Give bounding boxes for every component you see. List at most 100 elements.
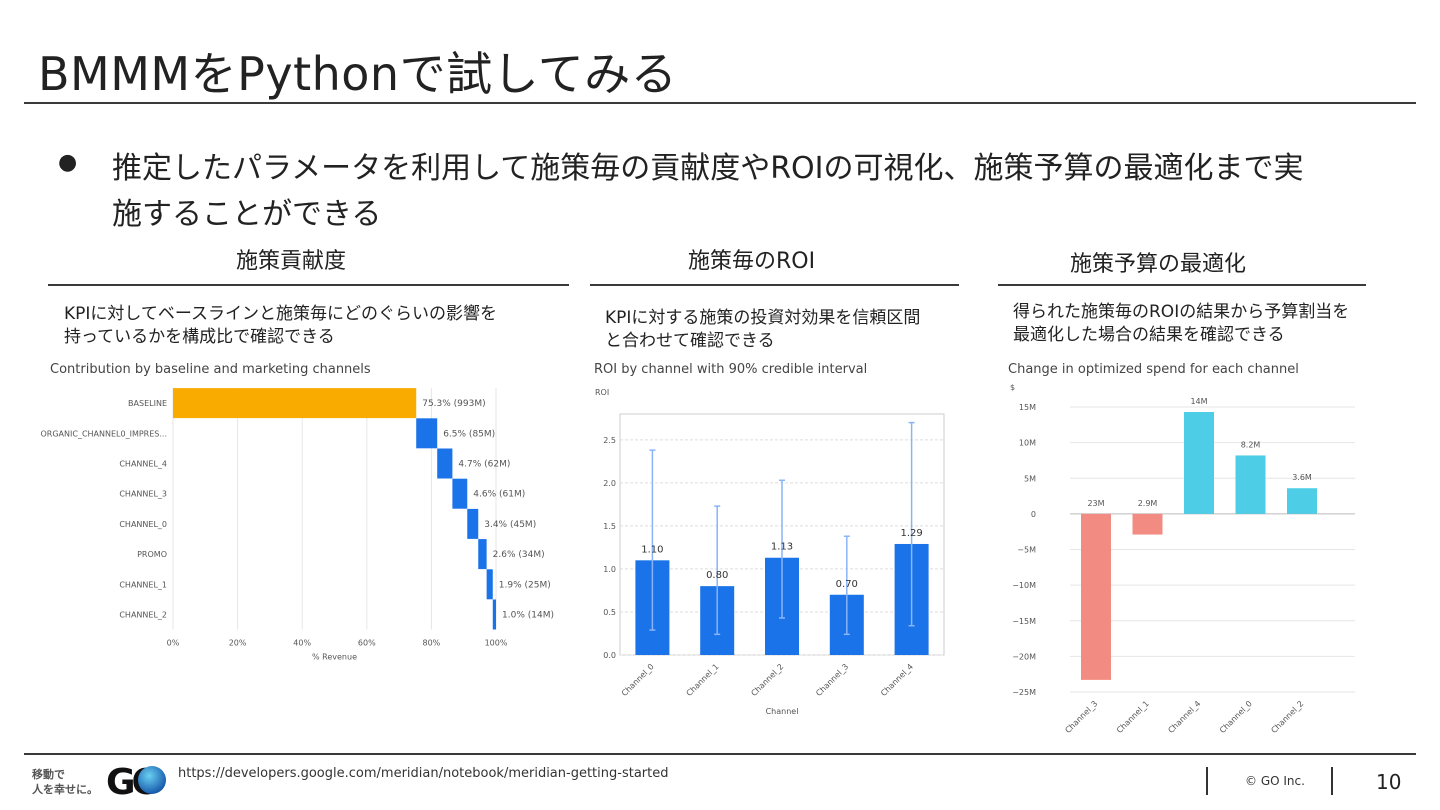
y-tick-label: 0 xyxy=(1031,510,1036,519)
bullet-marker: ● xyxy=(58,150,78,175)
data-label: 6.5% (85M) xyxy=(443,429,495,439)
contribution-bar xyxy=(467,508,479,539)
bullet-line-2: 施することができる xyxy=(112,197,382,232)
category-label: CHANNEL_4 xyxy=(119,460,167,469)
section-desc-contribution: KPIに対してベースラインと施策毎にどのぐらいの影響を 持っているかを構成比で確… xyxy=(64,303,497,349)
section-divider-1 xyxy=(48,284,569,286)
contribution-bar xyxy=(478,539,487,570)
contribution-bar xyxy=(486,569,493,600)
section-divider-3 xyxy=(998,284,1366,286)
spend-change-bar xyxy=(1287,488,1317,514)
x-tick-label: 60% xyxy=(358,639,376,648)
category-label: CHANNEL_3 xyxy=(119,490,167,499)
desc-line: 持っているかを構成比で確認できる xyxy=(64,327,335,347)
contribution-bar xyxy=(437,448,453,479)
desc-line: KPIに対する施策の投資対効果を信頼区間 xyxy=(605,308,921,328)
y-tick-label: 1.0 xyxy=(603,565,616,574)
x-tick-label: 80% xyxy=(423,639,441,648)
y-axis-label: $ xyxy=(1010,383,1015,392)
y-tick-label: 2.0 xyxy=(603,479,616,488)
contribution-bar xyxy=(173,388,417,419)
footer-separator xyxy=(1331,767,1333,795)
contribution-bar xyxy=(492,599,496,630)
desc-line: 最適化した場合の結果を確認できる xyxy=(1013,325,1285,345)
data-label: 23M xyxy=(1087,499,1104,508)
section-heading-roi: 施策毎のROI xyxy=(688,249,816,274)
logo-globe-icon xyxy=(138,766,166,794)
category-label: ORGANIC_CHANNEL0_IMPRES... xyxy=(40,429,167,438)
x-tick-label: Channel_2 xyxy=(749,662,785,698)
data-label: 2.6% (34M) xyxy=(493,550,545,560)
x-tick-label: 40% xyxy=(293,639,311,648)
x-tick-label: Channel_0 xyxy=(1218,699,1254,735)
x-tick-label: Channel_3 xyxy=(1063,699,1099,735)
chart-title-optimization: Change in optimized spend for each chann… xyxy=(1008,362,1299,377)
data-label: 1.13 xyxy=(771,542,793,553)
category-label: BASELINE xyxy=(128,399,167,408)
spend-change-bar xyxy=(1184,411,1214,514)
x-tick-label: Channel_4 xyxy=(879,662,915,698)
section-desc-roi: KPIに対する施策の投資対効果を信頼区間 と合わせて確認できる xyxy=(605,307,920,353)
y-tick-label: −5M xyxy=(1017,546,1036,555)
data-label: 1.0% (14M) xyxy=(502,611,554,621)
logo-tagline: 移動で xyxy=(32,768,65,781)
chart-title-contribution: Contribution by baseline and marketing c… xyxy=(50,362,371,377)
data-label: 4.7% (62M) xyxy=(458,460,510,470)
company-logo-text: 移動で 人を幸せに。 xyxy=(32,767,98,797)
x-tick-label: Channel_0 xyxy=(620,662,656,698)
contribution-bar xyxy=(416,418,438,449)
copyright: © GO Inc. xyxy=(1245,774,1305,788)
footer-divider xyxy=(24,753,1416,755)
x-tick-label: Channel_2 xyxy=(1269,699,1305,735)
x-tick-label: Channel_1 xyxy=(1115,699,1151,735)
source-url: https://developers.google.com/meridian/n… xyxy=(178,766,669,781)
bullet-line-1: 推定したパラメータを利用して施策毎の貢献度やROIの可視化、施策予算の最適化まで… xyxy=(112,151,1304,186)
x-axis-label: Channel xyxy=(766,707,799,716)
spend-change-bar xyxy=(1081,513,1111,680)
y-tick-label: 5M xyxy=(1024,474,1036,483)
y-axis-label: ROI xyxy=(595,388,609,397)
y-tick-label: 0.0 xyxy=(603,651,616,660)
data-label: 0.70 xyxy=(836,579,858,590)
title-divider xyxy=(24,102,1416,104)
contribution-chart: 0% 20% 40% 60% 80% 100% % Revenue BASELINE 75.3%… xyxy=(40,388,554,662)
x-axis-label: % Revenue xyxy=(312,653,357,662)
data-label: 4.6% (61M) xyxy=(473,490,525,500)
data-label: 75.3% (993M) xyxy=(422,399,485,409)
page-number: 10 xyxy=(1376,770,1402,794)
y-tick-label: −15M xyxy=(1012,617,1036,626)
data-label: 0.80 xyxy=(706,570,728,581)
data-label: 1.29 xyxy=(900,528,922,539)
x-tick-label: Channel_3 xyxy=(814,662,850,698)
category-label: CHANNEL_0 xyxy=(119,520,167,529)
data-label: 1.10 xyxy=(641,544,663,555)
chart-title-roi: ROI by channel with 90% credible interva… xyxy=(594,362,868,377)
logo-tagline: 人を幸せに。 xyxy=(32,783,98,796)
bullet-text: 推定したパラメータを利用して施策毎の貢献度やROIの可視化、施策予算の最適化まで… xyxy=(112,146,1402,238)
roi-chart: ROI 0.0 0.5 1.0 1.5 2.0 2.5 1.10 Channel_0 0.80 Ch… xyxy=(595,388,945,716)
x-tick-label: Channel_1 xyxy=(685,662,721,698)
y-tick-label: 10M xyxy=(1019,439,1036,448)
section-heading-optimization: 施策予算の最適化 xyxy=(1070,252,1247,277)
go-logo-icon: GO xyxy=(106,762,166,803)
y-tick-label: 0.5 xyxy=(603,608,616,617)
data-label: 3.4% (45M) xyxy=(484,520,536,530)
data-label: 8.2M xyxy=(1241,440,1261,449)
section-heading-contribution: 施策貢献度 xyxy=(236,249,347,274)
desc-line: と合わせて確認できる xyxy=(605,331,775,351)
data-label: 2.9M xyxy=(1138,499,1158,508)
x-tick-label: 100% xyxy=(485,639,508,648)
x-tick-label: 20% xyxy=(229,639,247,648)
y-tick-label: −25M xyxy=(1012,688,1036,697)
footer-separator xyxy=(1206,767,1208,795)
desc-line: 得られた施策毎のROIの結果から予算割当を xyxy=(1013,302,1350,322)
x-tick-label: Channel_4 xyxy=(1166,699,1202,735)
section-desc-optimization: 得られた施策毎のROIの結果から予算割当を 最適化した場合の結果を確認できる xyxy=(1013,301,1349,347)
y-tick-label: −10M xyxy=(1012,581,1036,590)
section-divider-2 xyxy=(590,284,959,286)
y-tick-label: 2.5 xyxy=(603,436,616,445)
x-tick-label: 0% xyxy=(167,639,180,648)
spend-change-bar xyxy=(1132,513,1163,535)
data-label: 3.6M xyxy=(1292,473,1312,482)
category-label: CHANNEL_1 xyxy=(119,580,167,589)
